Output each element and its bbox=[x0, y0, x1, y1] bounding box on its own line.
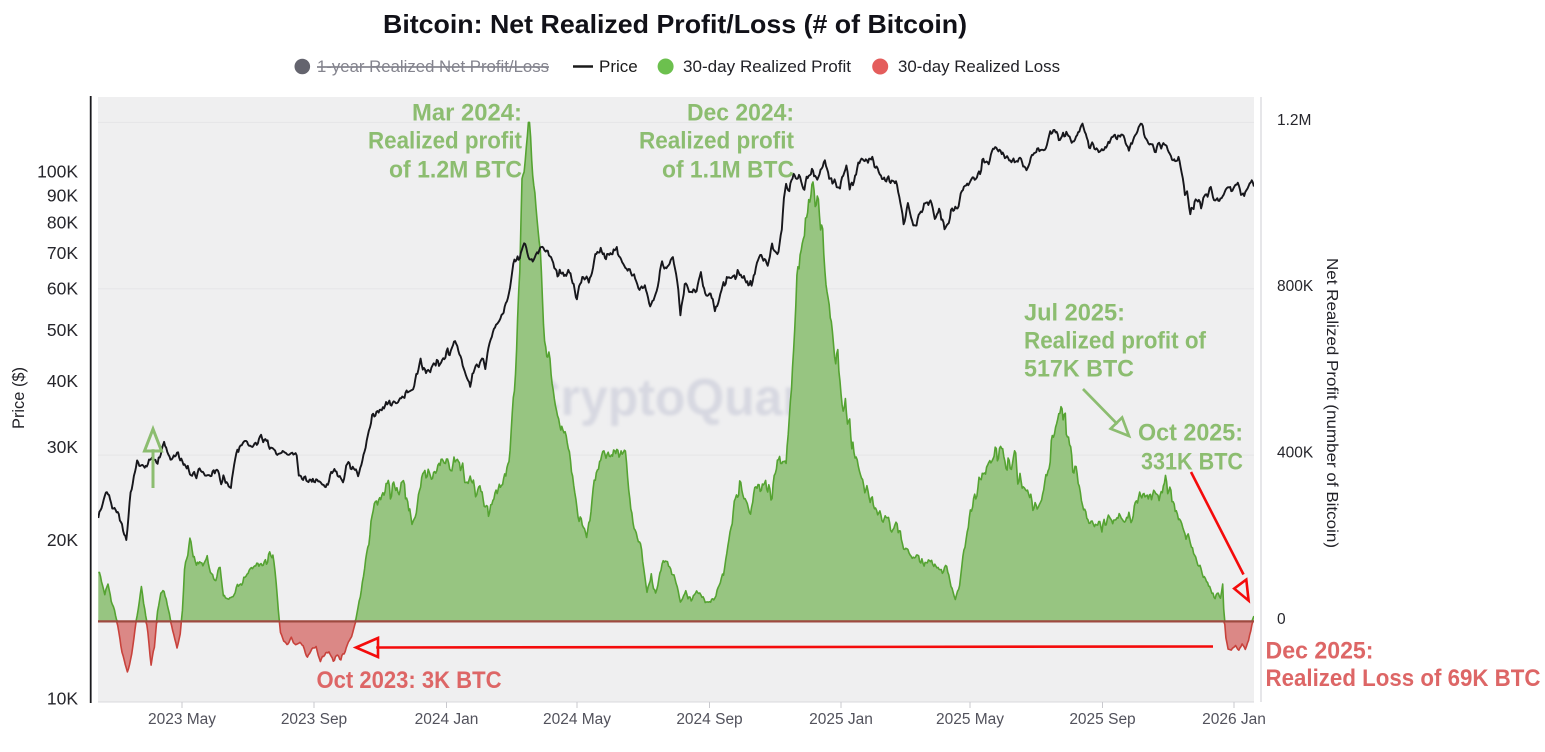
svg-text:20K: 20K bbox=[47, 530, 78, 550]
svg-text:Oct 2025:: Oct 2025: bbox=[1138, 420, 1243, 447]
svg-text:10K: 10K bbox=[47, 688, 78, 708]
svg-text:400K: 400K bbox=[1277, 445, 1314, 462]
svg-text:Net Realized Profit (number of: Net Realized Profit (number of Bitcoin) bbox=[1323, 258, 1340, 548]
svg-text:80K: 80K bbox=[47, 212, 78, 232]
svg-text:Realized profit: Realized profit bbox=[368, 128, 522, 155]
svg-text:of 1.1M BTC: of 1.1M BTC bbox=[662, 156, 794, 183]
svg-text:CryptoQuant: CryptoQuant bbox=[525, 369, 830, 427]
svg-text:517K BTC: 517K BTC bbox=[1024, 356, 1134, 383]
svg-text:Jul 2025:: Jul 2025: bbox=[1024, 300, 1125, 327]
svg-text:2024 Jan: 2024 Jan bbox=[415, 711, 479, 728]
svg-text:Realized profit: Realized profit bbox=[639, 128, 794, 155]
svg-text:90K: 90K bbox=[47, 186, 78, 206]
svg-text:Oct 2023: 3K BTC: Oct 2023: 3K BTC bbox=[317, 667, 502, 694]
svg-text:2024 May: 2024 May bbox=[543, 711, 611, 728]
svg-text:1-year Realized Net Profit/Los: 1-year Realized Net Profit/Loss bbox=[317, 57, 549, 76]
svg-text:Bitcoin: Net Realized Profit/L: Bitcoin: Net Realized Profit/Loss (# of … bbox=[383, 9, 967, 39]
svg-text:Realized Loss of 69K BTC: Realized Loss of 69K BTC bbox=[1266, 665, 1541, 692]
svg-text:30K: 30K bbox=[47, 437, 78, 457]
svg-text:800K: 800K bbox=[1277, 278, 1314, 295]
svg-text:100K: 100K bbox=[37, 161, 78, 181]
svg-text:of 1.2M BTC: of 1.2M BTC bbox=[389, 156, 522, 183]
svg-text:331K BTC: 331K BTC bbox=[1141, 449, 1243, 476]
svg-text:2026 Jan: 2026 Jan bbox=[1202, 711, 1266, 728]
svg-text:2025 Jan: 2025 Jan bbox=[809, 711, 873, 728]
svg-text:Price ($): Price ($) bbox=[10, 367, 28, 429]
svg-text:2023 Sep: 2023 Sep bbox=[281, 711, 347, 728]
svg-text:Realized profit of: Realized profit of bbox=[1024, 328, 1207, 355]
svg-text:Dec 2025:: Dec 2025: bbox=[1266, 637, 1374, 664]
svg-text:Price: Price bbox=[599, 57, 638, 76]
svg-text:2025 Sep: 2025 Sep bbox=[1069, 711, 1135, 728]
svg-text:60K: 60K bbox=[47, 278, 78, 298]
svg-text:Mar 2024:: Mar 2024: bbox=[412, 100, 522, 127]
svg-text:0: 0 bbox=[1277, 611, 1286, 628]
svg-text:30-day Realized Profit: 30-day Realized Profit bbox=[683, 57, 851, 76]
svg-text:70K: 70K bbox=[47, 243, 78, 263]
svg-text:50K: 50K bbox=[47, 320, 78, 340]
svg-text:40K: 40K bbox=[47, 371, 78, 391]
svg-text:2025 May: 2025 May bbox=[936, 711, 1004, 728]
svg-text:2023 May: 2023 May bbox=[148, 711, 216, 728]
svg-text:1.2M: 1.2M bbox=[1277, 112, 1311, 129]
svg-text:30-day Realized Loss: 30-day Realized Loss bbox=[898, 57, 1060, 76]
svg-text:Dec 2024:: Dec 2024: bbox=[687, 100, 794, 127]
svg-text:2024 Sep: 2024 Sep bbox=[676, 711, 742, 728]
